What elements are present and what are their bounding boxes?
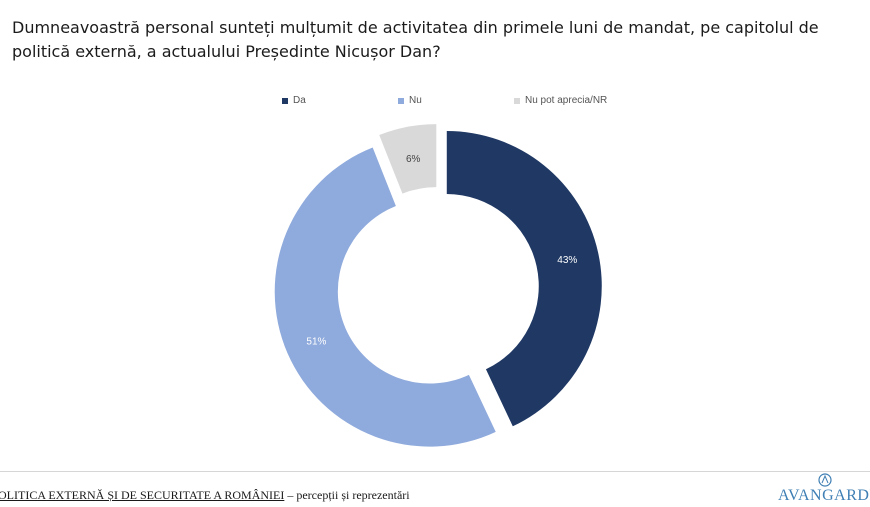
legend-item-da: Da xyxy=(282,95,306,106)
legend-label-da: Da xyxy=(293,95,306,106)
footer-title: OLITICA EXTERNĂ ȘI DE SECURITATE A ROMÂN… xyxy=(0,488,410,503)
logo-mark-icon xyxy=(818,473,832,487)
slice-da xyxy=(446,131,602,427)
legend-label-nu: Nu xyxy=(409,95,422,106)
slice-nr xyxy=(379,124,437,194)
donut-chart: 43% 51% 6% xyxy=(274,124,602,447)
legend-swatch-nu xyxy=(398,97,404,104)
slice-nu xyxy=(274,147,496,447)
footer-title-rest: – percepții și reprezentări xyxy=(284,488,410,502)
footer-divider xyxy=(0,471,870,472)
legend-swatch-da xyxy=(282,97,288,104)
slice-nr-label: 6% xyxy=(406,154,421,165)
question-title: Dumneavoastră personal sunteți mulțumit … xyxy=(12,18,819,61)
legend-swatch-nr xyxy=(514,97,520,104)
avangarde-logo: AVANGARDE xyxy=(778,472,870,507)
slice-nu-label: 51% xyxy=(306,337,326,348)
legend-label-nr: Nu pot aprecia/NR xyxy=(525,95,608,106)
footer-title-main: OLITICA EXTERNĂ ȘI DE SECURITATE A ROMÂN… xyxy=(0,488,285,502)
legend-item-nr: Nu pot aprecia/NR xyxy=(514,95,607,106)
slice-da-label: 43% xyxy=(557,255,577,266)
logo-text: AVANGARDE xyxy=(778,487,870,504)
legend-item-nu: Nu xyxy=(398,95,422,106)
